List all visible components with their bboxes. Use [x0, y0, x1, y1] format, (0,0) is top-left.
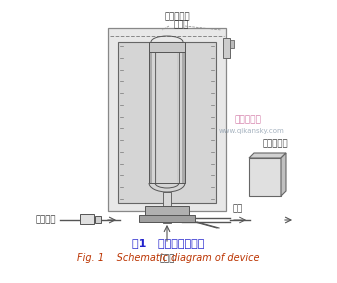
Bar [163, 192, 171, 223]
Bar [149, 50, 152, 183]
Bar [182, 50, 185, 183]
Bar [155, 50, 157, 183]
Bar [149, 50, 185, 183]
Text: 保护气: 保护气 [159, 254, 175, 263]
Bar [230, 40, 234, 48]
Text: 反应气体: 反应气体 [35, 215, 56, 224]
Text: 期刊天空网: 期刊天空网 [235, 115, 262, 125]
Polygon shape [281, 153, 286, 196]
Bar [95, 216, 101, 223]
Bar [249, 158, 281, 196]
Text: 图1   实验装置示意图: 图1 实验装置示意图 [132, 238, 204, 248]
Text: www.qikansky.com: www.qikansky.com [219, 128, 285, 134]
Bar [149, 42, 185, 52]
Text: 反应炉: 反应炉 [173, 20, 189, 29]
Text: 尾气: 尾气 [233, 204, 243, 213]
Bar [145, 206, 189, 215]
Bar [139, 215, 195, 222]
Bar [177, 50, 179, 183]
Bar [80, 214, 94, 224]
Bar [118, 42, 216, 203]
Text: Fig. 1    Schematic diagram of device: Fig. 1 Schematic diagram of device [77, 253, 259, 263]
Polygon shape [249, 153, 286, 158]
Bar [108, 28, 226, 211]
Text: 氢气监测仪: 氢气监测仪 [262, 139, 288, 148]
Text: 热重分析仪: 热重分析仪 [164, 12, 190, 21]
Bar [223, 38, 230, 58]
